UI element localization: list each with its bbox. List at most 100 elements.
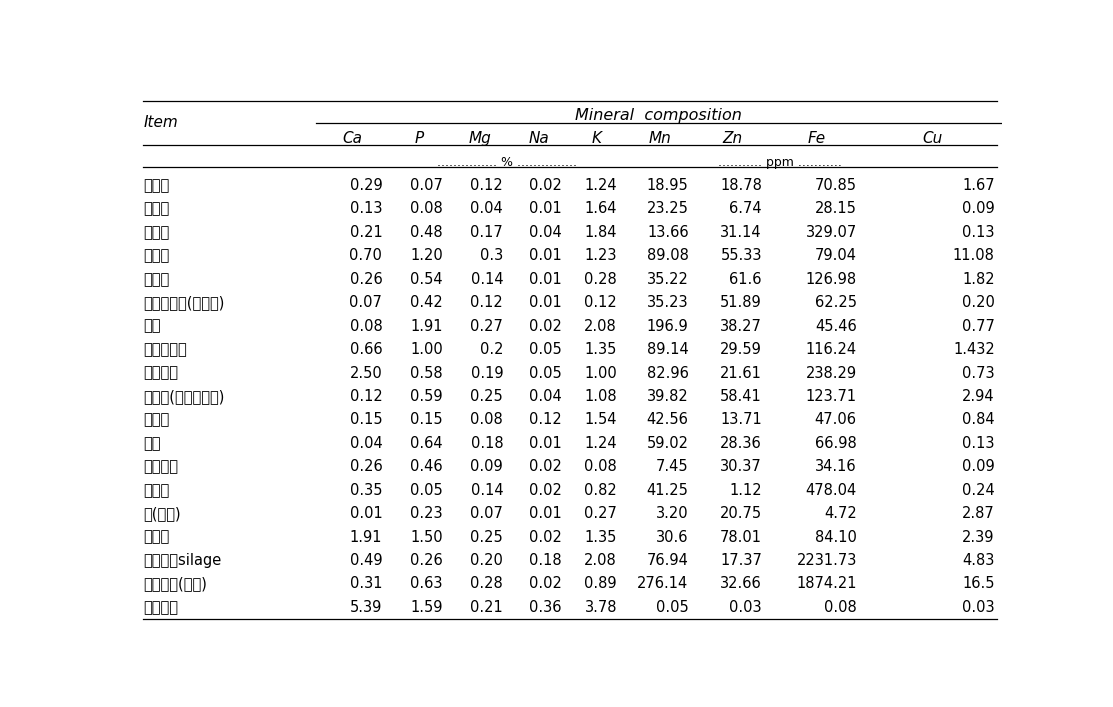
Text: 1.12: 1.12 (729, 483, 762, 498)
Text: 0.01: 0.01 (349, 506, 383, 521)
Text: ............... % ...............: ............... % ............... (436, 156, 577, 168)
Text: 0.02: 0.02 (529, 319, 562, 334)
Text: 2231.73: 2231.73 (797, 553, 857, 568)
Text: 1.08: 1.08 (584, 389, 617, 404)
Text: 55.33: 55.33 (720, 248, 762, 263)
Text: K: K (591, 132, 601, 146)
Text: 얿밥: 얿밥 (144, 436, 161, 451)
Text: Mn: Mn (648, 132, 671, 146)
Text: 1.00: 1.00 (584, 366, 617, 380)
Text: 35.23: 35.23 (647, 296, 689, 310)
Text: 0.2: 0.2 (480, 342, 503, 357)
Text: 0.12: 0.12 (584, 296, 617, 310)
Text: 329.07: 329.07 (806, 225, 857, 240)
Text: 0.89: 0.89 (584, 576, 617, 592)
Text: 0.08: 0.08 (410, 201, 443, 216)
Text: 옥대펜렛: 옥대펜렛 (144, 460, 178, 474)
Text: 0.18: 0.18 (471, 436, 503, 451)
Text: 30.37: 30.37 (720, 460, 762, 474)
Text: 0.12: 0.12 (349, 389, 383, 404)
Text: 0.24: 0.24 (962, 483, 995, 498)
Text: 0.03: 0.03 (962, 600, 995, 615)
Text: 13.66: 13.66 (647, 225, 689, 240)
Text: 41.25: 41.25 (647, 483, 689, 498)
Text: 61.6: 61.6 (729, 271, 762, 287)
Text: 0.63: 0.63 (411, 576, 443, 592)
Text: 0.46: 0.46 (410, 460, 443, 474)
Text: 0.05: 0.05 (529, 342, 562, 357)
Text: 양계깔개: 양계깔개 (144, 600, 178, 615)
Text: 59.02: 59.02 (647, 436, 689, 451)
Text: 29.59: 29.59 (720, 342, 762, 357)
Text: 0.12: 0.12 (529, 412, 562, 428)
Text: Cu: Cu (923, 132, 943, 146)
Text: 62.25: 62.25 (815, 296, 857, 310)
Text: Na: Na (529, 132, 550, 146)
Text: 0.12: 0.12 (471, 178, 503, 193)
Text: 196.9: 196.9 (647, 319, 689, 334)
Text: 0.42: 0.42 (410, 296, 443, 310)
Text: 32.66: 32.66 (720, 576, 762, 592)
Text: 0.02: 0.02 (529, 483, 562, 498)
Text: 버섯폐배지: 버섯폐배지 (144, 342, 187, 357)
Text: 3.78: 3.78 (584, 600, 617, 615)
Text: 0.01: 0.01 (529, 296, 562, 310)
Text: Fe: Fe (807, 132, 826, 146)
Text: 미강: 미강 (144, 319, 161, 334)
Text: 0.3: 0.3 (480, 248, 503, 263)
Text: 2.08: 2.08 (584, 553, 617, 568)
Text: 0.48: 0.48 (410, 225, 443, 240)
Text: 0.64: 0.64 (410, 436, 443, 451)
Text: 0.02: 0.02 (529, 460, 562, 474)
Text: 보리가루: 보리가루 (144, 366, 178, 380)
Text: 보리피(알곡껍데기): 보리피(알곡껍데기) (144, 389, 225, 404)
Text: 총체보리silage: 총체보리silage (144, 553, 221, 568)
Text: 감귈박: 감귈박 (144, 178, 169, 193)
Text: 116.24: 116.24 (806, 342, 857, 357)
Text: 0.28: 0.28 (584, 271, 617, 287)
Text: 0.09: 0.09 (962, 201, 995, 216)
Text: 89.08: 89.08 (647, 248, 689, 263)
Text: 7.45: 7.45 (656, 460, 689, 474)
Text: 2.39: 2.39 (963, 530, 995, 544)
Text: 42.56: 42.56 (647, 412, 689, 428)
Text: 0.27: 0.27 (584, 506, 617, 521)
Text: 13.71: 13.71 (720, 412, 762, 428)
Text: 0.21: 0.21 (471, 600, 503, 615)
Text: 0.29: 0.29 (349, 178, 383, 193)
Text: 2.08: 2.08 (584, 319, 617, 334)
Text: 4.72: 4.72 (824, 506, 857, 521)
Text: 0.14: 0.14 (471, 271, 503, 287)
Text: 맥콜부산물(보리박): 맥콜부산물(보리박) (144, 296, 225, 310)
Text: 23.25: 23.25 (647, 201, 689, 216)
Text: 조(알곡): 조(알곡) (144, 506, 181, 521)
Text: 0.18: 0.18 (529, 553, 562, 568)
Text: 82.96: 82.96 (647, 366, 689, 380)
Text: 478.04: 478.04 (806, 483, 857, 498)
Text: 0.13: 0.13 (349, 201, 383, 216)
Text: 0.01: 0.01 (529, 201, 562, 216)
Text: 0.17: 0.17 (471, 225, 503, 240)
Text: 소맥피: 소맥피 (144, 412, 169, 428)
Text: 0.01: 0.01 (529, 436, 562, 451)
Text: 1.84: 1.84 (584, 225, 617, 240)
Text: 0.09: 0.09 (962, 460, 995, 474)
Text: 1.64: 1.64 (584, 201, 617, 216)
Text: 28.36: 28.36 (720, 436, 762, 451)
Text: 1.91: 1.91 (411, 319, 443, 334)
Text: 0.08: 0.08 (584, 460, 617, 474)
Text: 0.02: 0.02 (529, 530, 562, 544)
Text: 3.20: 3.20 (656, 506, 689, 521)
Text: 18.95: 18.95 (647, 178, 689, 193)
Text: 11.08: 11.08 (953, 248, 995, 263)
Text: 51.89: 51.89 (720, 296, 762, 310)
Text: 34.16: 34.16 (815, 460, 857, 474)
Text: 맥주박: 맥주박 (144, 271, 169, 287)
Text: 0.82: 0.82 (584, 483, 617, 498)
Text: 1.91: 1.91 (349, 530, 383, 544)
Text: 0.26: 0.26 (349, 271, 383, 287)
Text: 들깧묵: 들깧묵 (144, 248, 169, 263)
Text: 1.00: 1.00 (410, 342, 443, 357)
Text: 0.02: 0.02 (529, 178, 562, 193)
Text: 0.01: 0.01 (529, 248, 562, 263)
